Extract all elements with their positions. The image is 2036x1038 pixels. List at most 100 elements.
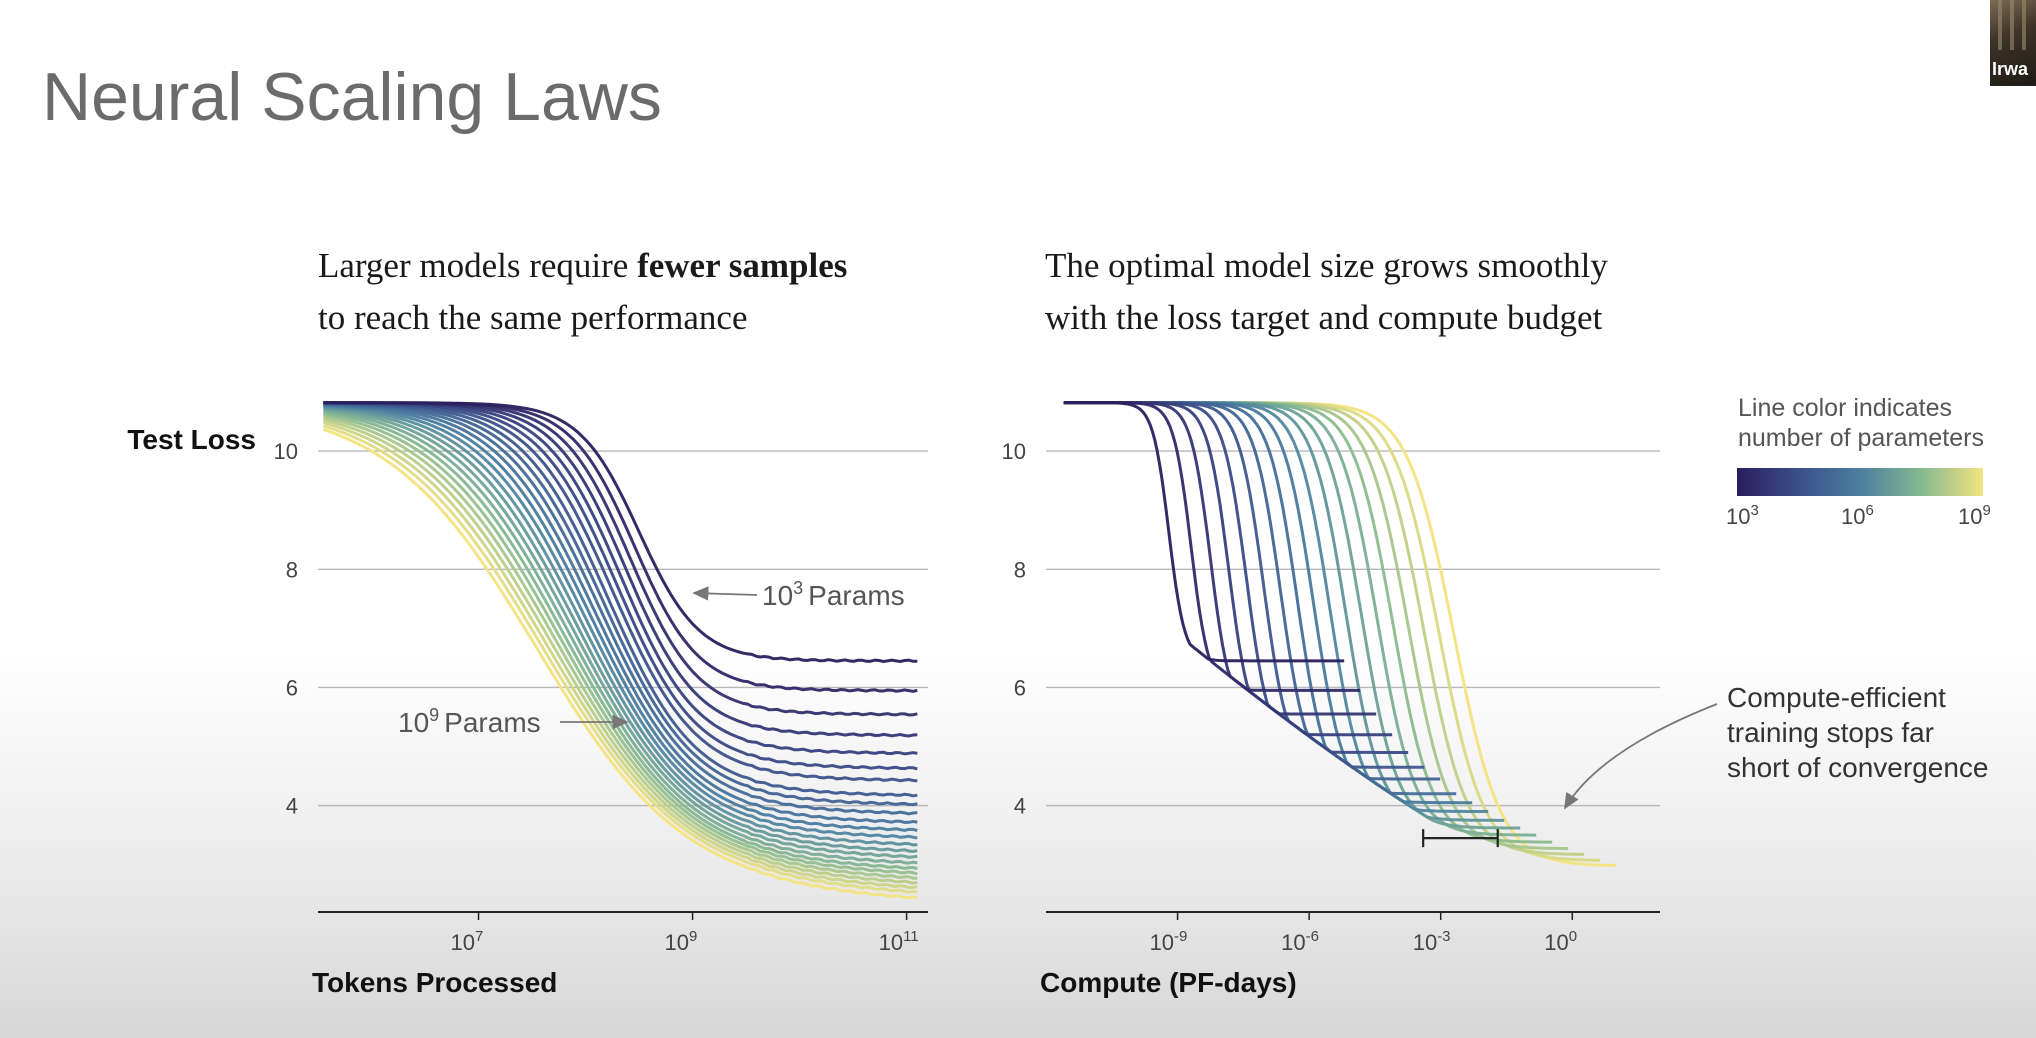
right-y-tick-4: 4 — [1014, 794, 1026, 819]
annotation-1e9-text: Params — [444, 707, 540, 738]
right-y-tick-6: 6 — [1014, 675, 1026, 700]
webcam-shelf-stripe — [2010, 0, 2014, 50]
right-series-line — [1063, 401, 1585, 856]
right-x-tick-base: 10 — [1150, 930, 1174, 955]
right-series-line — [1063, 401, 1553, 844]
right-x-tick-base: 10 — [1544, 930, 1568, 955]
colorbar-tick-1e3-exp: 3 — [1750, 502, 1758, 519]
right-y-ticks: 4 6 8 10 — [1002, 439, 1026, 819]
compute-efficient-arrow — [1564, 703, 1718, 810]
left-series-line — [323, 402, 918, 807]
left-x-tick-label: 109 — [665, 928, 698, 955]
right-series-line — [1063, 401, 1441, 781]
left-y-tick-4: 4 — [286, 794, 298, 819]
colorbar-tick-1e6-exp: 6 — [1865, 502, 1873, 519]
right-x-tick-label: 10-6 — [1281, 928, 1319, 955]
left-series-line — [322, 424, 918, 894]
left-series-line — [323, 401, 918, 664]
right-x-tick-exp: -3 — [1437, 928, 1450, 945]
webcam-shelf-stripe — [1998, 0, 2002, 50]
compute-efficient-bracket — [1422, 829, 1499, 848]
left-series-line — [323, 402, 918, 816]
left-series-line — [323, 402, 918, 825]
caption-left: Larger models require fewer samples to r… — [318, 240, 978, 344]
caption-right-line2: with the loss target and compute budget — [1045, 298, 1603, 337]
left-x-ticks: 107 109 1011 — [451, 912, 919, 955]
right-series-line — [1063, 401, 1617, 867]
left-y-tick-6: 6 — [286, 675, 298, 700]
right-series-line — [1063, 401, 1345, 663]
left-x-tick-exp: 7 — [475, 928, 483, 945]
left-series-line — [323, 413, 918, 876]
colorbar-tick-1e9-base: 10 — [1958, 504, 1982, 529]
webcam-participant-name: Irwa — [1992, 59, 2029, 79]
annotation-1e3-label: 103 Params — [762, 578, 905, 611]
right-x-axis-title: Compute (PF-days) — [1040, 967, 1297, 998]
right-x-tick-exp: -9 — [1174, 928, 1187, 945]
left-series-line — [323, 401, 918, 756]
colorbar-tick-1e9: 109 — [1958, 502, 1991, 529]
right-series-line — [1063, 401, 1361, 692]
left-series-line — [323, 403, 918, 833]
colorbar: Line color indicates number of parameter… — [1726, 394, 1991, 529]
annotation-1e3-base: 10 — [762, 580, 793, 611]
left-y-ticks: 4 6 8 10 — [274, 439, 298, 819]
caption-right-line1: The optimal model size grows smoothly — [1045, 246, 1608, 285]
left-series-line — [323, 404, 918, 840]
right-x-ticks: 10-9 10-6 10-3 100 — [1150, 912, 1577, 955]
left-series-line — [323, 415, 918, 880]
annotation-1e9-base: 10 — [398, 707, 429, 738]
slide-title: Neural Scaling Laws — [42, 59, 662, 135]
webcam-shelf-stripe — [2022, 0, 2026, 50]
left-y-tick-8: 8 — [286, 557, 298, 582]
colorbar-title-line1: Line color indicates — [1738, 394, 1952, 422]
left-series-line — [323, 405, 918, 847]
left-y-axis-title: Test Loss — [127, 424, 256, 455]
right-x-tick-label: 100 — [1544, 928, 1577, 955]
compute-efficient-line3: short of convergence — [1727, 752, 1989, 783]
annotation-1e3-params: 103 Params — [692, 578, 905, 611]
right-x-tick-label: 10-9 — [1150, 928, 1188, 955]
annotation-1e3-exp: 3 — [793, 578, 803, 598]
colorbar-gradient — [1737, 468, 1983, 496]
compute-efficient-line1: Compute-efficient — [1727, 682, 1946, 713]
left-series-line — [323, 406, 918, 854]
left-y-tick-10: 10 — [274, 439, 298, 464]
left-x-axis-title: Tokens Processed — [312, 967, 557, 998]
colorbar-title-line2: number of parameters — [1738, 424, 1984, 452]
right-y-tick-8: 8 — [1014, 557, 1026, 582]
left-x-tick-base: 10 — [879, 930, 903, 955]
right-x-tick-base: 10 — [1281, 930, 1305, 955]
left-x-tick-base: 10 — [665, 930, 689, 955]
left-x-tick-label: 1011 — [879, 928, 919, 955]
webcam-thumbnail[interactable]: Irwa — [1990, 0, 2036, 86]
caption-right: The optimal model size grows smoothly wi… — [1045, 240, 1785, 344]
colorbar-tick-1e6: 106 — [1841, 502, 1874, 529]
compute-efficient-line2: training stops far — [1727, 717, 1934, 748]
right-x-tick-exp: 0 — [1569, 928, 1577, 945]
right-x-tick-label: 10-3 — [1413, 928, 1451, 955]
colorbar-tick-1e9-exp: 9 — [1982, 502, 1990, 519]
left-x-tick-base: 10 — [451, 930, 475, 955]
left-series-line — [323, 418, 918, 885]
left-x-tick-label: 107 — [451, 928, 484, 955]
right-y-tick-10: 10 — [1002, 439, 1026, 464]
left-x-tick-exp: 11 — [903, 928, 919, 945]
annotation-1e9-exp: 9 — [429, 705, 439, 725]
caption-left-line1-pre: Larger models require — [318, 246, 638, 285]
left-series-line — [323, 421, 918, 890]
right-chart-series — [1063, 401, 1617, 867]
annotation-1e3-arrow — [692, 586, 758, 601]
left-chart-series — [322, 401, 918, 900]
left-series-line — [323, 401, 918, 798]
colorbar-tick-1e3: 103 — [1726, 502, 1759, 529]
right-x-tick-base: 10 — [1413, 930, 1437, 955]
left-series-line — [322, 427, 918, 900]
caption-left-bold: fewer samples — [637, 246, 848, 285]
right-series-line — [1063, 401, 1489, 813]
annotation-1e9-label: 109 Params — [398, 705, 541, 738]
left-x-tick-exp: 9 — [689, 928, 697, 945]
left-series-line — [323, 411, 918, 871]
annotation-1e3-text: Params — [808, 580, 904, 611]
